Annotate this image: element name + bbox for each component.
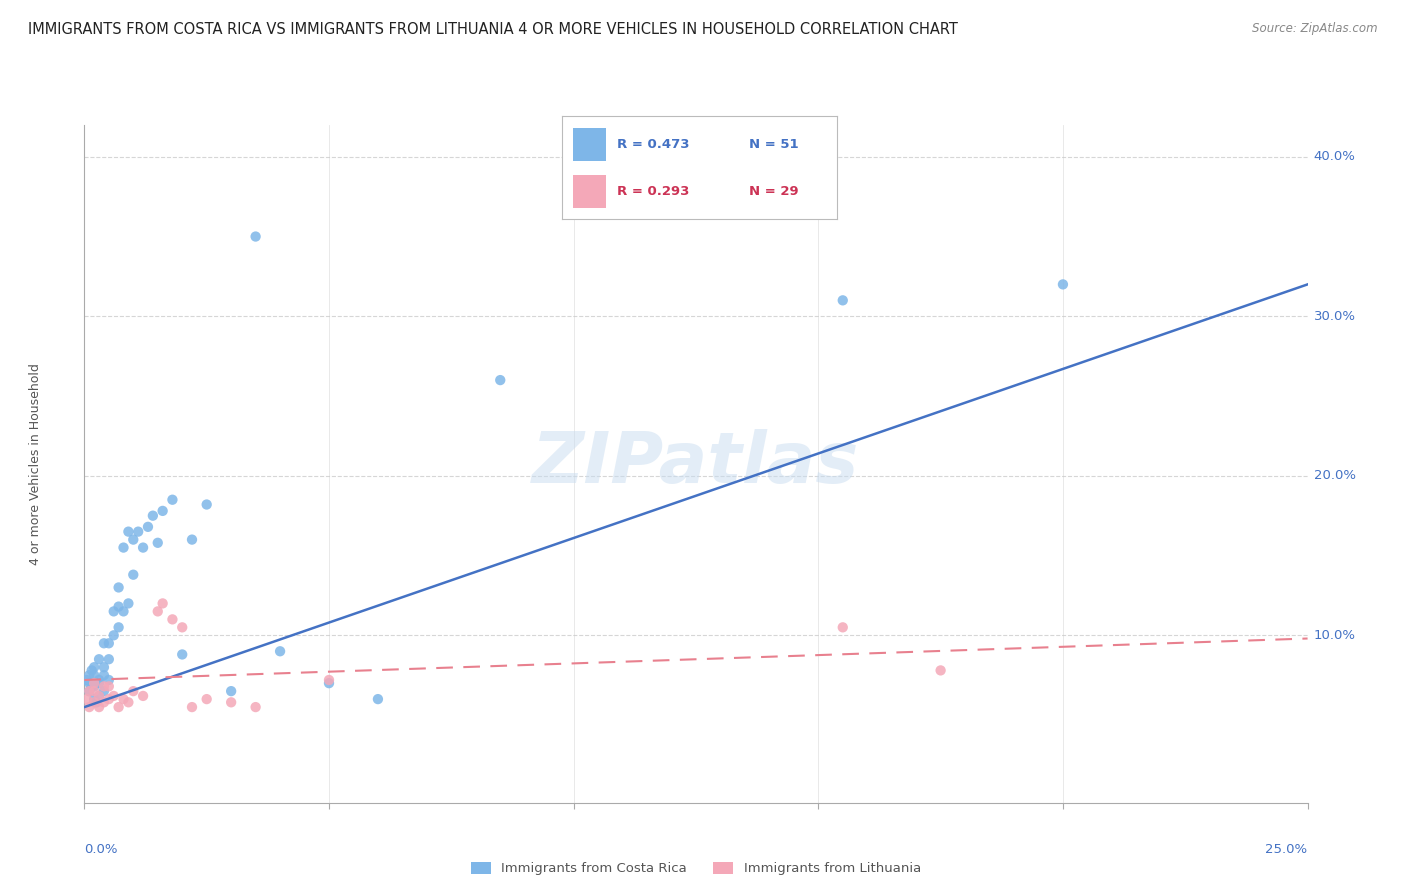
Text: N = 51: N = 51	[749, 138, 799, 151]
Point	[93, 660, 115, 674]
Point	[107, 581, 129, 595]
Point	[929, 664, 952, 678]
Text: R = 0.293: R = 0.293	[617, 186, 689, 198]
Point	[93, 695, 115, 709]
Point	[97, 636, 120, 650]
Point	[195, 692, 218, 706]
Point	[77, 676, 100, 690]
Point	[219, 695, 242, 709]
Point	[122, 684, 145, 698]
Text: N = 29: N = 29	[749, 186, 799, 198]
Point	[103, 604, 125, 618]
Point	[83, 668, 105, 682]
Point	[83, 684, 105, 698]
Point	[87, 673, 110, 687]
Point	[195, 498, 218, 512]
Point	[181, 700, 204, 714]
Point	[77, 684, 100, 698]
Point	[117, 596, 139, 610]
Point	[97, 692, 120, 706]
Point	[76, 673, 98, 687]
Point	[77, 668, 100, 682]
Point	[83, 679, 105, 693]
Point	[117, 695, 139, 709]
Text: 10.0%: 10.0%	[1313, 629, 1355, 642]
Point	[93, 636, 115, 650]
Point	[142, 508, 165, 523]
Point	[83, 676, 105, 690]
Text: 0.0%: 0.0%	[84, 843, 118, 855]
Point	[103, 628, 125, 642]
Point	[103, 689, 125, 703]
Point	[80, 679, 103, 693]
Point	[77, 684, 100, 698]
Text: IMMIGRANTS FROM COSTA RICA VS IMMIGRANTS FROM LITHUANIA 4 OR MORE VEHICLES IN HO: IMMIGRANTS FROM COSTA RICA VS IMMIGRANTS…	[28, 22, 957, 37]
Point	[172, 620, 194, 634]
Text: ZIPatlas: ZIPatlas	[533, 429, 859, 499]
Point	[93, 679, 115, 693]
Point	[146, 536, 169, 550]
Text: 30.0%: 30.0%	[1313, 310, 1355, 323]
Point	[93, 684, 115, 698]
Point	[93, 668, 115, 682]
Point	[97, 673, 120, 687]
Point	[97, 679, 120, 693]
Point	[112, 692, 135, 706]
Point	[97, 652, 120, 666]
Text: 20.0%: 20.0%	[1313, 469, 1355, 483]
Text: 25.0%: 25.0%	[1265, 843, 1308, 855]
Point	[107, 700, 129, 714]
Point	[146, 604, 169, 618]
Point	[107, 620, 129, 634]
Point	[489, 373, 512, 387]
Point	[269, 644, 291, 658]
Point	[112, 604, 135, 618]
Point	[83, 660, 105, 674]
Point	[77, 700, 100, 714]
Point	[172, 648, 194, 662]
Point	[87, 689, 110, 703]
Point	[367, 692, 389, 706]
Point	[86, 695, 108, 709]
Point	[127, 524, 149, 539]
Text: 40.0%: 40.0%	[1313, 150, 1355, 163]
Point	[831, 620, 853, 634]
Point	[219, 684, 242, 698]
Point	[83, 692, 105, 706]
Point	[132, 689, 155, 703]
Point	[132, 541, 155, 555]
Point	[245, 700, 267, 714]
Text: R = 0.473: R = 0.473	[617, 138, 690, 151]
Point	[162, 612, 184, 626]
Point	[245, 229, 267, 244]
Point	[87, 676, 110, 690]
Point	[122, 533, 145, 547]
Point	[112, 541, 135, 555]
Point	[162, 492, 184, 507]
Legend: Immigrants from Costa Rica, Immigrants from Lithuania: Immigrants from Costa Rica, Immigrants f…	[465, 857, 927, 880]
Point	[181, 533, 204, 547]
Point	[152, 596, 174, 610]
Point	[152, 504, 174, 518]
Point	[87, 689, 110, 703]
Point	[80, 664, 103, 678]
Point	[76, 692, 98, 706]
Point	[83, 695, 105, 709]
Point	[318, 676, 340, 690]
Point	[831, 293, 853, 308]
FancyBboxPatch shape	[574, 128, 606, 161]
Point	[1052, 277, 1074, 292]
Point	[87, 652, 110, 666]
Point	[318, 673, 340, 687]
Point	[107, 599, 129, 614]
Text: Source: ZipAtlas.com: Source: ZipAtlas.com	[1253, 22, 1378, 36]
Point	[136, 520, 159, 534]
FancyBboxPatch shape	[574, 176, 606, 208]
Text: 4 or more Vehicles in Household: 4 or more Vehicles in Household	[30, 363, 42, 565]
Point	[87, 700, 110, 714]
Point	[122, 567, 145, 582]
Point	[117, 524, 139, 539]
